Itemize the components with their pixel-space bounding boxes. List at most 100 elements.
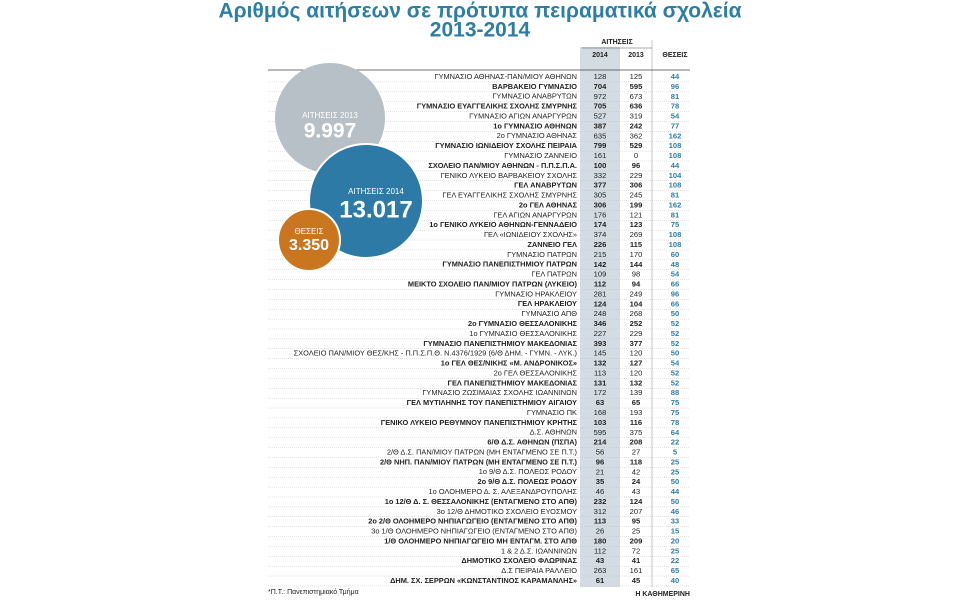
cell-2013: 132 <box>630 378 643 387</box>
cell-2013: 25 <box>632 527 640 536</box>
cell-2013: 27 <box>632 448 640 457</box>
cell-2013: 115 <box>630 240 643 249</box>
row-name: 1ο ΟΛΟΗΜΕΡΟ Δ. Σ. ΑΛΕΞΑΝΔΡΟΥΠΟΛΗΣ <box>429 487 578 496</box>
row-name: ΓΥΜΝΑΣΙΟ ΠΚ <box>527 408 577 417</box>
cell-seats: 66 <box>671 299 679 308</box>
cell-seats: 108 <box>669 181 682 190</box>
cell-seats: 81 <box>671 191 680 200</box>
cell-seats: 50 <box>671 309 679 318</box>
row-name: ΒΑΡΒΑΚΕΙΟ ΓΥΜΝΑΣΙΟ <box>492 82 577 91</box>
cell-2013: 124 <box>630 497 643 506</box>
cell-2014: 393 <box>594 339 607 348</box>
cell-2013: 45 <box>632 576 641 585</box>
cell-seats: 75 <box>671 408 680 417</box>
cell-2013: 96 <box>632 161 640 170</box>
cell-2013: 207 <box>630 507 643 516</box>
cell-2014: 635 <box>594 131 607 140</box>
cell-2014: 387 <box>594 121 607 130</box>
row-name: 2ο ΓΥΜΝΑΣΙΟ ΑΘΗΝΑΣ <box>497 131 578 140</box>
cell-2013: 139 <box>630 388 643 397</box>
cell-2014: 281 <box>594 289 607 298</box>
cell-seats: 96 <box>671 82 679 91</box>
row-name: 1ο 12/Θ Δ. Σ. ΘΕΣΣΑΛΟΝΙΚΗΣ (ΕΝΤΑΓΜΕΝΟ ΣΤ… <box>385 497 578 506</box>
cell-seats: 65 <box>671 566 680 575</box>
bubble-value: 3.350 <box>289 237 329 254</box>
row-name: Δ.Σ. ΑΘΗΝΩΝ <box>530 428 577 437</box>
cell-seats: 5 <box>673 448 678 457</box>
cell-2013: 123 <box>630 220 643 229</box>
cell-2013: 125 <box>630 72 643 81</box>
cell-2014: 46 <box>596 487 604 496</box>
cell-2013: 245 <box>630 191 643 200</box>
cell-seats: 108 <box>669 230 682 239</box>
cell-2013: 116 <box>630 418 642 427</box>
cell-2013: 319 <box>630 112 643 121</box>
cell-2013: 127 <box>630 359 643 368</box>
cell-2014: 214 <box>594 438 607 447</box>
row-name: ΓΥΜΝΑΣΙΟ ΠΑΤΡΩΝ <box>507 250 577 259</box>
cell-seats: 108 <box>669 240 682 249</box>
row-name: 2/Θ ΝΗΠ. ΠΑΝ/ΜΙΟΥ ΠΑΤΡΩΝ (ΜΗ ΕΝΤΑΓΜΕΝΟ Σ… <box>380 457 578 466</box>
cell-seats: 40 <box>671 576 679 585</box>
cell-seats: 66 <box>671 280 679 289</box>
cell-2014: 799 <box>594 141 607 150</box>
cell-2014: 96 <box>596 457 604 466</box>
cell-2014: 43 <box>596 556 604 565</box>
cell-seats: 96 <box>671 289 679 298</box>
cell-2013: 72 <box>632 546 640 555</box>
row-name: 3ο 12/Θ ΔΗΜΟΤΙΚΟ ΣΧΟΛΕΙΟ ΕΥΟΣΜΟΥ <box>437 507 577 516</box>
row-name: 1 & 2 Δ.Σ. ΙΩΑΝΝΙΝΩΝ <box>501 546 577 555</box>
cell-seats: 50 <box>671 497 679 506</box>
cell-2014: 142 <box>594 260 607 269</box>
cell-2014: 595 <box>594 428 607 437</box>
row-name: 1/Θ ΟΛΟΗΜΕΡΟ ΝΗΠΙΑΓΩΓΕΙΟ ΜΗ ΕΝΤΑΓΜ. ΣΤΟ … <box>384 536 577 545</box>
cell-seats: 25 <box>671 457 680 466</box>
cell-2014: 109 <box>594 270 607 279</box>
cell-2014: 704 <box>594 82 607 91</box>
cell-2014: 527 <box>594 112 607 121</box>
row-name: 2ο ΓΕΛ ΑΘΗΝΑΣ <box>519 200 578 209</box>
row-name: ΓΥΜΝΑΣΙΟ ΕΥΑΓΓΕΛΙΚΗΣ ΣΧΟΛΗΣ ΣΜΥΡΝΗΣ <box>417 102 578 111</box>
cell-2014: 63 <box>596 398 604 407</box>
cell-2013: 199 <box>630 200 643 209</box>
table: ΓΥΜΝΑΣΙΟ ΑΘΗΝΑΣ-ΠΑΝ/ΜΙΟΥ ΑΘΗΝΩΝ 128 125 44 Β… <box>268 72 690 587</box>
cell-seats: 81 <box>671 92 680 101</box>
cell-2013: 673 <box>630 92 643 101</box>
cell-2014: 132 <box>594 359 607 368</box>
row-name: ΔΗΜΟΤΙΚΟ ΣΧΟΛΕΙΟ ΦΛΩΡΙΝΑΣ <box>461 556 577 565</box>
cell-2013: 208 <box>630 438 643 447</box>
row-name: ΣΧΟΛΕΙΟ ΠΑΝ/ΜΙΟΥ ΘΕΣ/ΚΗΣ - Π.Π.Σ.Π.Θ. Ν.… <box>294 349 577 358</box>
row-name: ΓΕΝΙΚΟ ΛΥΚΕΙΟ ΡΕΘΥΜΝΟΥ ΠΑΝΕΠΙΣΤΗΜΙΟΥ ΚΡΗ… <box>381 418 578 427</box>
cell-2014: 174 <box>594 220 607 229</box>
cell-2014: 312 <box>594 507 607 516</box>
cell-2013: 242 <box>630 121 643 130</box>
cell-seats: 75 <box>671 398 680 407</box>
bubble-label: ΑΙΤΗΣΕΙΣ 2014 <box>348 187 404 196</box>
cell-seats: 75 <box>671 220 680 229</box>
cell-seats: 44 <box>671 161 680 170</box>
cell-seats: 88 <box>671 388 679 397</box>
cell-2014: 215 <box>594 250 607 259</box>
row-name: ΓΥΜΝΑΣΙΟ ΠΑΝΕΠΙΣΤΗΜΙΟΥ ΜΑΚΕΔΟΝΙΑΣ <box>423 339 577 348</box>
cell-seats: 15 <box>671 527 680 536</box>
bubble-value: 13.017 <box>339 196 412 223</box>
cell-seats: 162 <box>669 200 682 209</box>
cell-2014: 56 <box>596 448 604 457</box>
cell-2014: 61 <box>596 576 605 585</box>
cell-2014: 377 <box>594 181 607 190</box>
footnote: *Π.Τ.: Πανεπιστημιακό Τμήμα <box>268 588 359 596</box>
cell-2014: 124 <box>594 299 607 308</box>
row-name: 1ο ΓΥΜΝΑΣΙΟ ΑΘΗΝΩΝ <box>493 121 577 130</box>
row-name: 3ο 1/Θ ΟΛΟΗΜΕΡΟ ΝΗΠΙΑΓΩΓΕΙΟ (ΕΝΤΑΓΜΕΝΟ Σ… <box>371 527 577 536</box>
cell-2014: 103 <box>594 418 607 427</box>
row-name: ΓΥΜΝΑΣΙΟ ΗΡΑΚΛΕΙΟΥ <box>495 289 577 298</box>
row-name: 6/Θ Δ.Σ. ΑΘΗΝΩΝ (ΠΣΠΑ) <box>487 438 577 447</box>
cell-2014: 305 <box>594 191 607 200</box>
cell-seats: 52 <box>671 368 679 377</box>
group-header: ΑΙΤΗΣΕΙΣ <box>601 39 632 46</box>
cell-seats: 48 <box>671 260 679 269</box>
row-name: ΓΕΛ ΑΓΙΩΝ ΑΝΑΡΓΥΡΩΝ <box>493 210 577 219</box>
cell-2014: 21 <box>596 467 604 476</box>
cell-seats: 54 <box>671 270 680 279</box>
cell-seats: 44 <box>671 487 680 496</box>
